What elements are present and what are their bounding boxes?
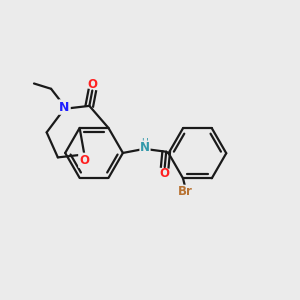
Text: O: O (79, 154, 89, 167)
Text: H: H (142, 138, 148, 147)
Text: Br: Br (178, 185, 193, 198)
Text: N: N (140, 141, 150, 154)
Text: O: O (87, 78, 97, 91)
Text: N: N (59, 100, 70, 113)
Text: O: O (159, 167, 169, 180)
